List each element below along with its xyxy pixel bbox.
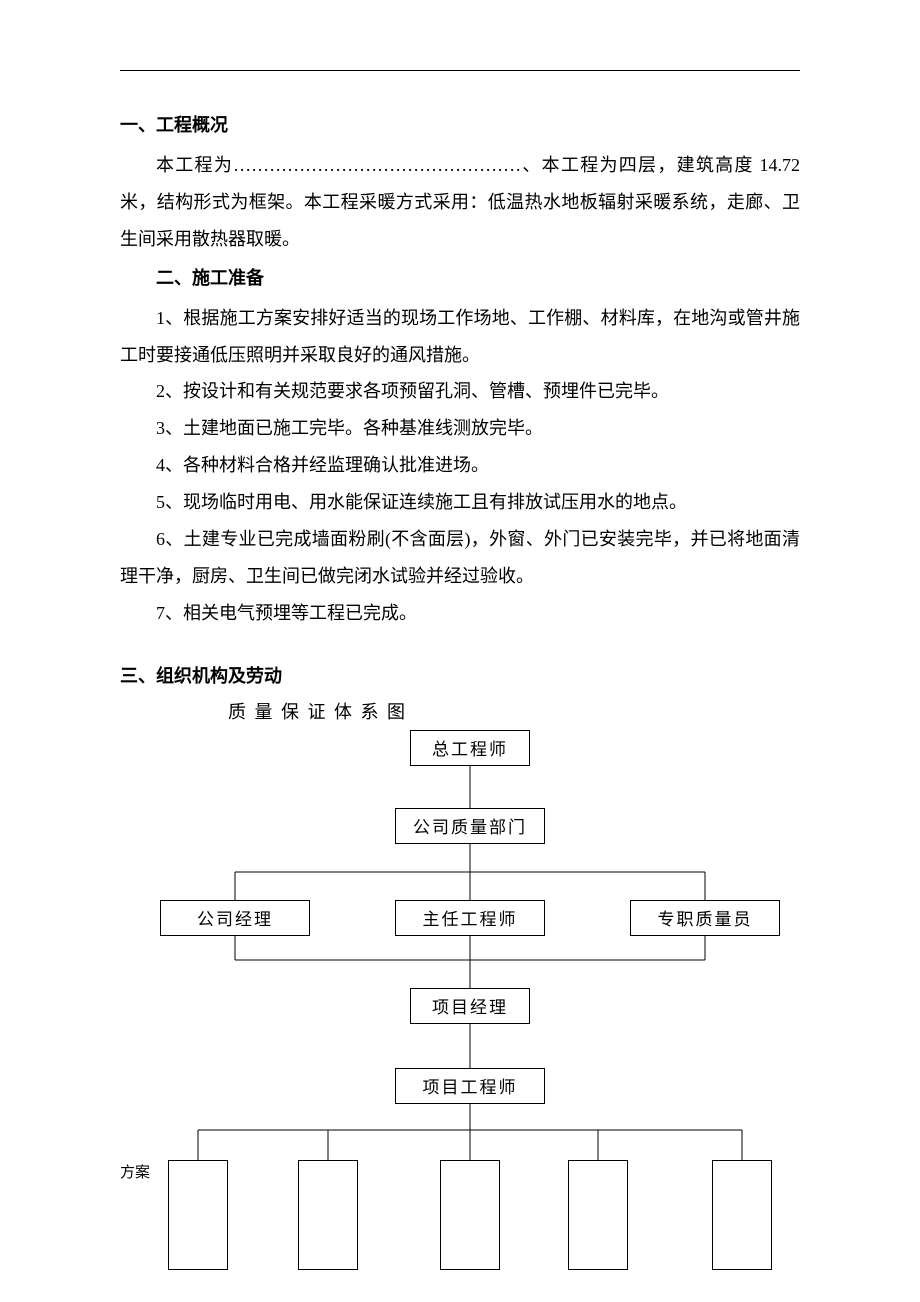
prep-item-1: 1、根据施工方案安排好适当的现场工作场地、工作棚、材料库，在地沟或管井施工时要接… bbox=[120, 300, 800, 374]
prep-item-6: 6、土建专业已完成墙面粉刷(不含面层)，外窗、外门已安装完毕，并已将地面清理干净… bbox=[120, 521, 800, 595]
org-chart-node bbox=[568, 1160, 628, 1270]
org-chart-node bbox=[712, 1160, 772, 1270]
section-2-title: 二、施工准备 bbox=[120, 264, 800, 290]
org-chart-node bbox=[440, 1160, 500, 1270]
section-1-title: 一、工程概况 bbox=[120, 111, 800, 137]
prep-item-3: 3、土建地面已施工完毕。各种基准线测放完毕。 bbox=[120, 410, 800, 447]
document-page: 一、工程概况 本工程为…………………………………………、本工程为四层，建筑高度 … bbox=[0, 0, 920, 1302]
prep-item-7: 7、相关电气预埋等工程已完成。 bbox=[120, 595, 800, 632]
org-chart-node: 专职质量员 bbox=[630, 900, 780, 936]
org-chart-node: 总工程师 bbox=[410, 730, 530, 766]
org-chart-node: 项目工程师 bbox=[395, 1068, 545, 1104]
org-chart-node: 项目经理 bbox=[410, 988, 530, 1024]
chart-subtitle: 质 量 保 证 体 系 图 bbox=[228, 698, 800, 724]
org-chart: 总工程师公司质量部门公司经理 主任工程师 专职质量员项目经理项目工程师 bbox=[120, 730, 820, 1270]
org-chart-node bbox=[168, 1160, 228, 1270]
section-3-title: 三、组织机构及劳动 bbox=[120, 662, 800, 688]
org-chart-node bbox=[298, 1160, 358, 1270]
org-chart-node: 公司经理 bbox=[160, 900, 310, 936]
prep-item-5: 5、现场临时用电、用水能保证连续施工且有排放试压用水的地点。 bbox=[120, 484, 800, 521]
org-chart-node: 公司质量部门 bbox=[395, 808, 545, 844]
org-chart-node: 主任工程师 bbox=[395, 900, 545, 936]
prep-item-4: 4、各种材料合格并经监理确认批准进场。 bbox=[120, 447, 800, 484]
top-rule bbox=[120, 70, 800, 71]
footer-label: 方案 bbox=[120, 1161, 150, 1182]
section-1-body: 本工程为…………………………………………、本工程为四层，建筑高度 14.72 米… bbox=[120, 147, 800, 258]
prep-item-2: 2、按设计和有关规范要求各项预留孔洞、管槽、预埋件已完毕。 bbox=[120, 373, 800, 410]
